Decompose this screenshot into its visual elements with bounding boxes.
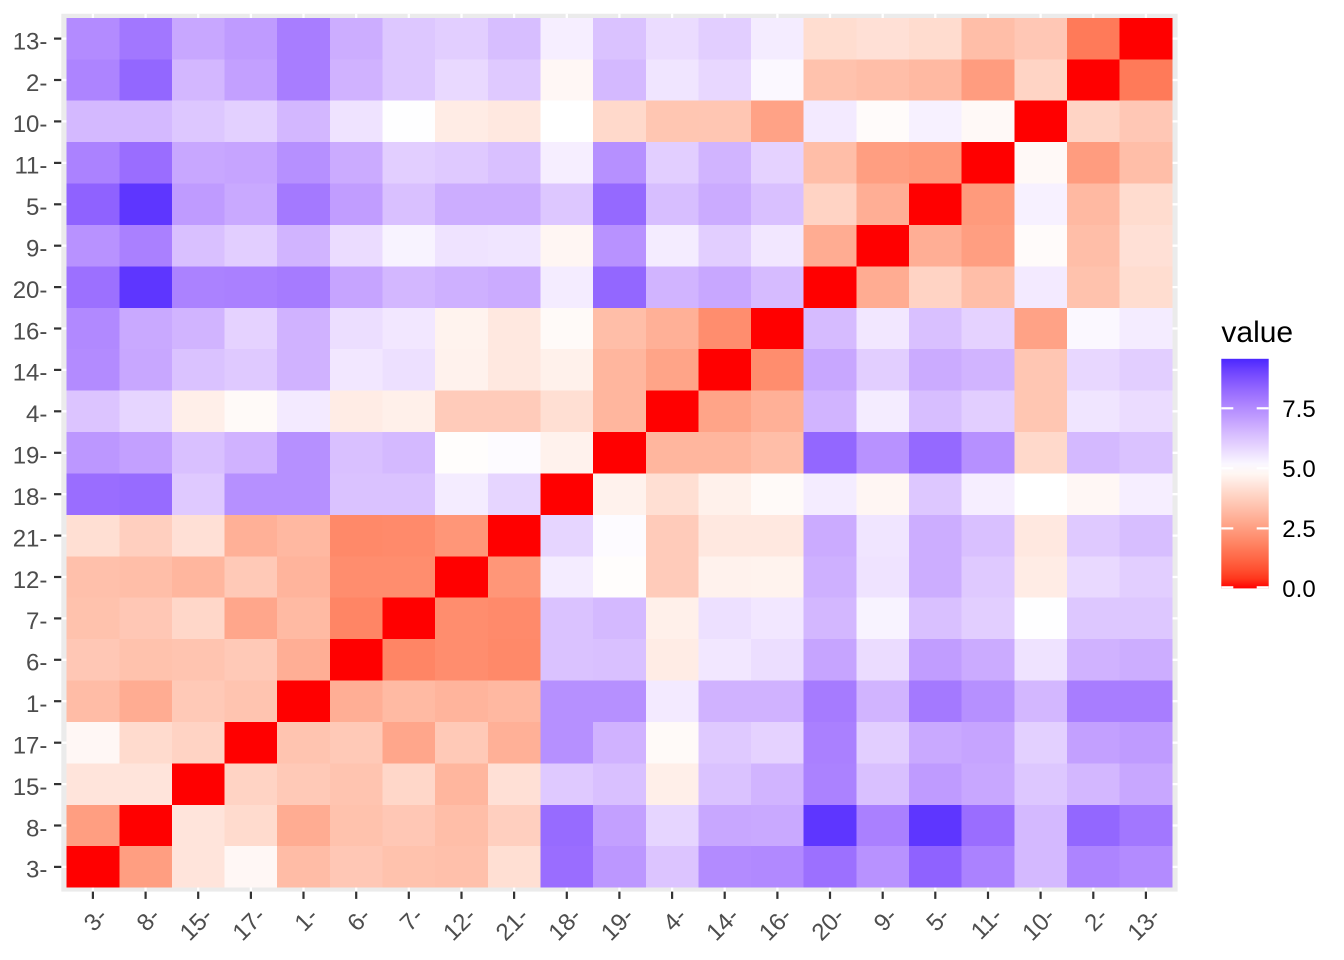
svg-text:9-: 9-: [26, 236, 47, 263]
svg-text:value: value: [1221, 316, 1293, 349]
svg-text:17-: 17-: [13, 733, 48, 760]
svg-text:4-: 4-: [26, 401, 47, 428]
svg-text:5.0: 5.0: [1282, 456, 1315, 483]
svg-text:3-: 3-: [26, 857, 47, 884]
svg-text:6-: 6-: [26, 650, 47, 677]
svg-text:1-: 1-: [26, 691, 47, 718]
svg-text:2-: 2-: [26, 70, 47, 97]
svg-text:12-: 12-: [13, 567, 48, 594]
svg-text:5-: 5-: [26, 194, 47, 221]
svg-text:8-: 8-: [26, 815, 47, 842]
svg-text:11-: 11-: [14, 153, 47, 180]
svg-text:18-: 18-: [13, 484, 48, 511]
svg-text:7.5: 7.5: [1282, 396, 1315, 423]
svg-text:10-: 10-: [13, 111, 48, 138]
svg-text:21-: 21-: [13, 525, 48, 552]
svg-text:20-: 20-: [13, 277, 48, 304]
svg-text:15-: 15-: [13, 774, 48, 801]
svg-text:13-: 13-: [13, 28, 48, 55]
svg-text:14-: 14-: [13, 360, 48, 387]
svg-text:0.0: 0.0: [1282, 576, 1315, 603]
svg-text:16-: 16-: [13, 318, 48, 345]
svg-text:19-: 19-: [13, 443, 48, 470]
svg-text:7-: 7-: [26, 608, 47, 635]
svg-text:2.5: 2.5: [1282, 516, 1315, 543]
